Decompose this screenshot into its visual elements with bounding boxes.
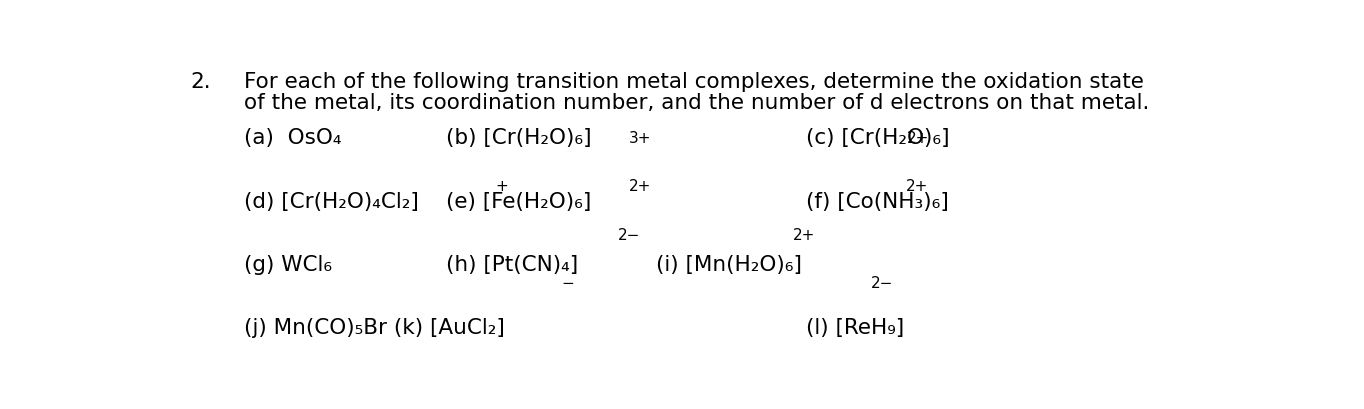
- Text: (b) [Cr(H₂O)₆]: (b) [Cr(H₂O)₆]: [446, 128, 591, 148]
- Text: (e) [Fe(H₂O)₆]: (e) [Fe(H₂O)₆]: [446, 191, 591, 211]
- Text: 2−: 2−: [618, 228, 641, 243]
- Text: 2+: 2+: [629, 179, 651, 194]
- Text: (i) [Mn(H₂O)₆]: (i) [Mn(H₂O)₆]: [656, 255, 802, 275]
- Text: −: −: [562, 276, 574, 292]
- Text: (j) Mn(CO)₅Br (k) [AuCl₂]: (j) Mn(CO)₅Br (k) [AuCl₂]: [244, 318, 505, 338]
- Text: (a)  OsO₄: (a) OsO₄: [244, 128, 341, 148]
- Text: (c) [Cr(H₂O)₆]: (c) [Cr(H₂O)₆]: [806, 128, 949, 148]
- Text: 2.: 2.: [190, 72, 210, 92]
- Text: (h) [Pt(CN)₄]: (h) [Pt(CN)₄]: [446, 255, 578, 275]
- Text: 2+: 2+: [907, 130, 929, 146]
- Text: (f) [Co(NH₃)₆]: (f) [Co(NH₃)₆]: [806, 191, 949, 211]
- Text: (g) WCl₆: (g) WCl₆: [244, 255, 333, 275]
- Text: (l) [ReH₉]: (l) [ReH₉]: [806, 318, 904, 338]
- Text: 2−: 2−: [872, 276, 893, 292]
- Text: 2+: 2+: [906, 179, 929, 194]
- Text: 2+: 2+: [792, 228, 814, 243]
- Text: of the metal, its coordination number, and the number of d electrons on that met: of the metal, its coordination number, a…: [244, 93, 1150, 113]
- Text: For each of the following transition metal complexes, determine the oxidation st: For each of the following transition met…: [244, 72, 1144, 92]
- Text: 3+: 3+: [629, 130, 651, 146]
- Text: (d) [Cr(H₂O)₄Cl₂]: (d) [Cr(H₂O)₄Cl₂]: [244, 191, 419, 211]
- Text: +: +: [495, 179, 507, 194]
